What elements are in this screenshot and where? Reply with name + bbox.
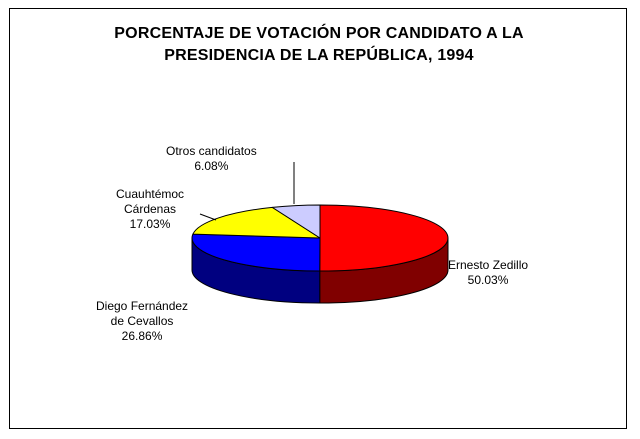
chart-title-line-1: PORCENTAJE DE VOTACIÓN POR CANDIDATO A L… — [114, 25, 524, 42]
slice-label-diego-fernandez: Diego Fernández de Cevallos 26.86% — [96, 299, 188, 344]
slice-value-ernesto-zedillo: 50.03% — [467, 273, 509, 287]
chart-title: PORCENTAJE DE VOTACIÓN POR CANDIDATO A L… — [10, 23, 628, 67]
slice-name-diego-fernandez-2: de Cevallos — [110, 314, 174, 328]
pie-tops — [191, 204, 449, 272]
slice-name-ernesto-zedillo: Ernesto Zedillo — [448, 258, 529, 272]
pie-slice-cuauhtemoc — [192, 206, 321, 239]
slice-label-ernesto-zedillo: Ernesto Zedillo 50.03% — [448, 258, 528, 288]
slice-value-otros-candidatos: 6.08% — [194, 159, 229, 173]
slice-name-cuauhtemoc-cardenas-1: Cuauhtémoc — [116, 187, 185, 201]
leader-line-cuauhtemoc-cardenas — [199, 213, 217, 221]
slice-value-diego-fernandez: 26.86% — [121, 329, 163, 343]
pie-slice-ernesto-zedillo — [319, 204, 449, 272]
slice-label-cuauhtemoc-cardenas: Cuauhtémoc Cárdenas 17.03% — [116, 187, 184, 232]
slice-name-cuauhtemoc-cardenas-2: Cárdenas — [124, 202, 177, 216]
pie-slice-otros-candidatos — [271, 204, 321, 239]
pie-slice-diego-fernandez — [191, 233, 321, 272]
pie-leaders — [199, 162, 295, 221]
chart-title-line-2: PRESIDENCIA DE LA REPÚBLICA, 1994 — [164, 47, 474, 64]
slice-name-diego-fernandez-1: Diego Fernández — [96, 299, 189, 313]
slice-value-cuauhtemoc-cardenas: 17.03% — [129, 217, 171, 231]
slice-name-otros-candidatos: Otros candidatos — [166, 144, 257, 158]
slice-label-otros-candidatos: Otros candidatos 6.08% — [166, 144, 257, 174]
